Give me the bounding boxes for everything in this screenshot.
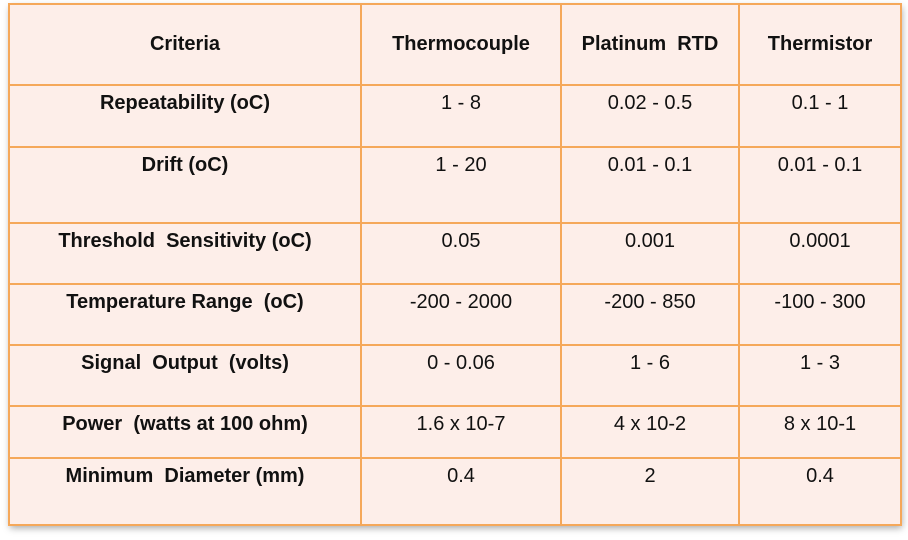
thermistor-cell: 0.01 - 0.1 xyxy=(738,146,902,224)
criteria-cell: Threshold Sensitivity (oC) xyxy=(8,222,362,285)
platinum-rtd-cell: 0.01 - 0.1 xyxy=(560,146,740,224)
thermistor-cell: -100 - 300 xyxy=(738,283,902,346)
table-row: Minimum Diameter (mm) 0.4 2 0.4 xyxy=(8,457,902,526)
table-row: Signal Output (volts) 0 - 0.06 1 - 6 1 -… xyxy=(8,344,902,407)
thermocouple-cell: 0.4 xyxy=(360,457,562,526)
thermocouple-cell: 0 - 0.06 xyxy=(360,344,562,407)
platinum-rtd-cell: 1 - 6 xyxy=(560,344,740,407)
table-row: Drift (oC) 1 - 20 0.01 - 0.1 0.01 - 0.1 xyxy=(8,146,902,224)
platinum-rtd-cell: 0.02 - 0.5 xyxy=(560,84,740,148)
criteria-cell: Minimum Diameter (mm) xyxy=(8,457,362,526)
table-row: Temperature Range (oC) -200 - 2000 -200 … xyxy=(8,283,902,346)
thermocouple-cell: 1 - 8 xyxy=(360,84,562,148)
platinum-rtd-cell: 4 x 10-2 xyxy=(560,405,740,459)
thermistor-cell: 8 x 10-1 xyxy=(738,405,902,459)
criteria-cell: Repeatability (oC) xyxy=(8,84,362,148)
header-thermocouple: Thermocouple xyxy=(360,3,562,86)
thermistor-cell: 1 - 3 xyxy=(738,344,902,407)
header-criteria: Criteria xyxy=(8,3,362,86)
criteria-cell: Power (watts at 100 ohm) xyxy=(8,405,362,459)
table-row: Power (watts at 100 ohm) 1.6 x 10-7 4 x … xyxy=(8,405,902,459)
thermocouple-cell: 0.05 xyxy=(360,222,562,285)
table-row: Repeatability (oC) 1 - 8 0.02 - 0.5 0.1 … xyxy=(8,84,902,148)
thermistor-cell: 0.4 xyxy=(738,457,902,526)
thermistor-cell: 0.1 - 1 xyxy=(738,84,902,148)
thermocouple-cell: 1 - 20 xyxy=(360,146,562,224)
criteria-cell: Temperature Range (oC) xyxy=(8,283,362,346)
thermocouple-cell: -200 - 2000 xyxy=(360,283,562,346)
header-row: Criteria Thermocouple Platinum RTD Therm… xyxy=(8,3,902,86)
table-row: Threshold Sensitivity (oC) 0.05 0.001 0.… xyxy=(8,222,902,285)
platinum-rtd-cell: 0.001 xyxy=(560,222,740,285)
platinum-rtd-cell: -200 - 850 xyxy=(560,283,740,346)
sensor-comparison-table: Criteria Thermocouple Platinum RTD Therm… xyxy=(8,3,902,526)
comparison-table-container: Criteria Thermocouple Platinum RTD Therm… xyxy=(8,3,902,526)
thermistor-cell: 0.0001 xyxy=(738,222,902,285)
criteria-cell: Signal Output (volts) xyxy=(8,344,362,407)
thermocouple-cell: 1.6 x 10-7 xyxy=(360,405,562,459)
platinum-rtd-cell: 2 xyxy=(560,457,740,526)
criteria-cell: Drift (oC) xyxy=(8,146,362,224)
header-thermistor: Thermistor xyxy=(738,3,902,86)
header-platinum-rtd: Platinum RTD xyxy=(560,3,740,86)
